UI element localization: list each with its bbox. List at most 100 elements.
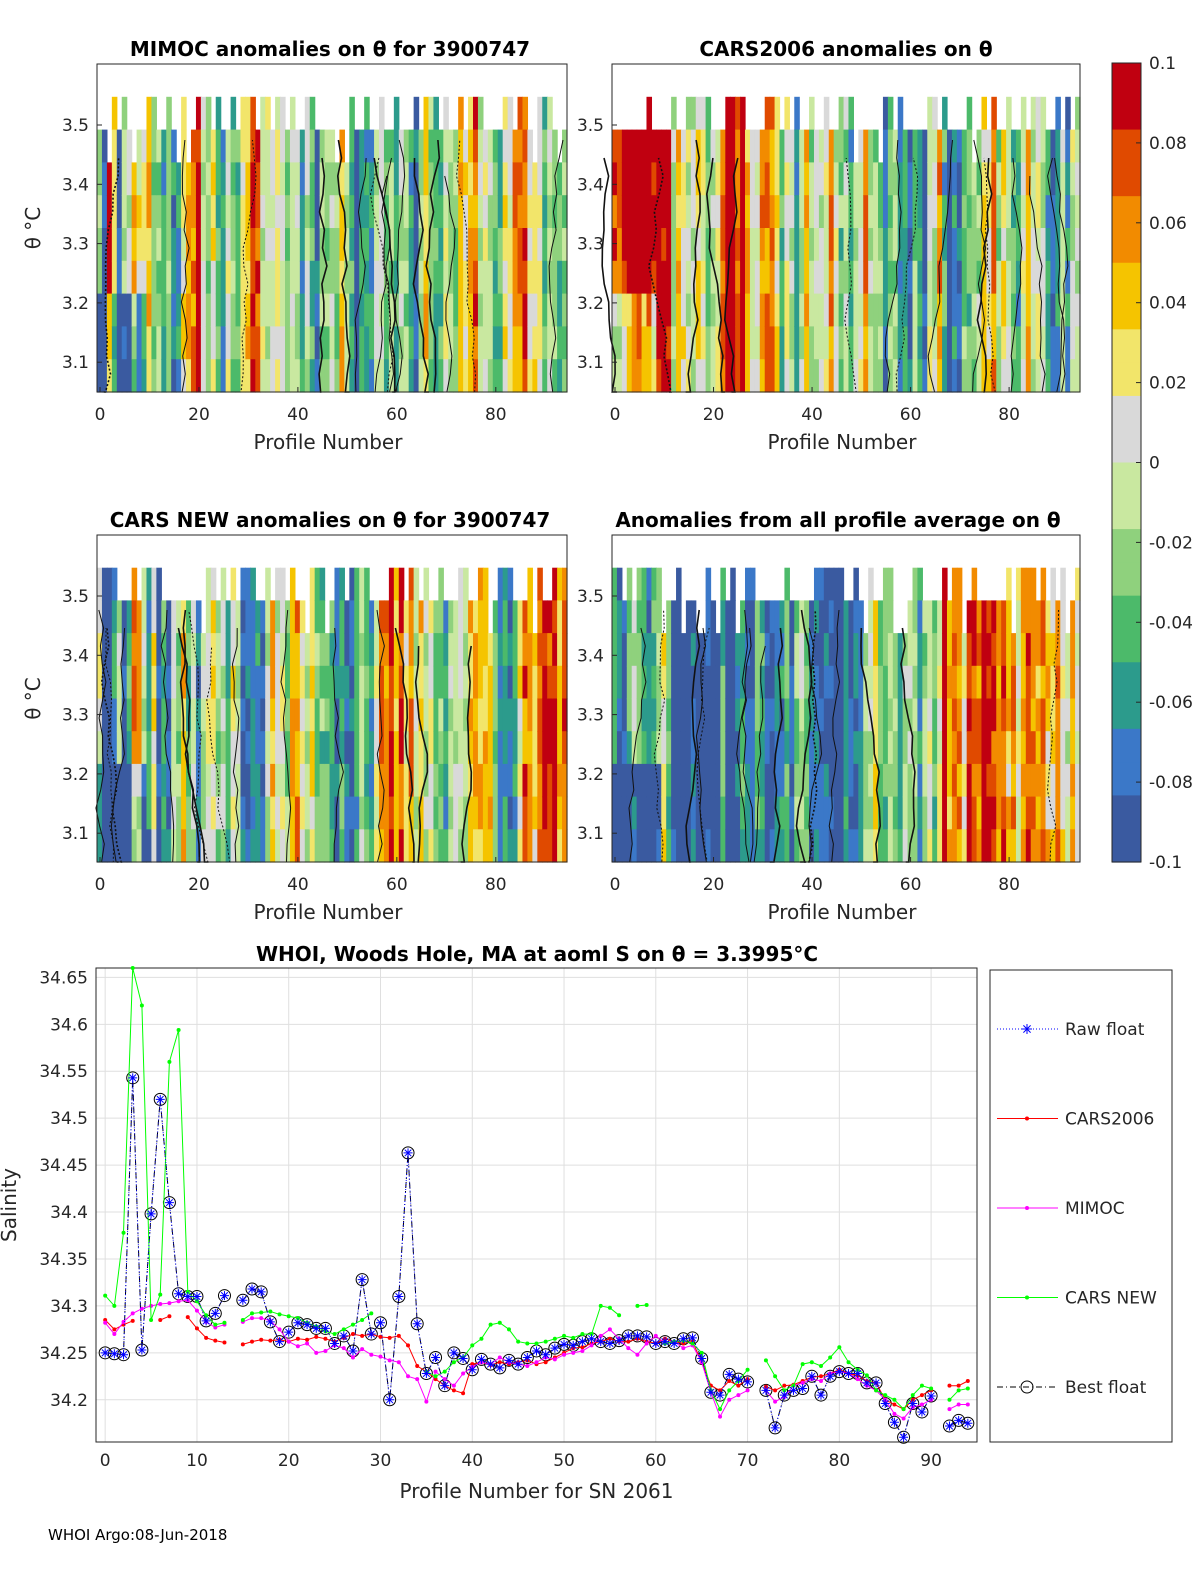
heatmap-cell (522, 359, 529, 393)
heatmap-cell (946, 260, 953, 295)
contour-line (804, 609, 818, 863)
best-float-marker (355, 1273, 369, 1287)
heatmap-cell (314, 567, 321, 601)
heatmap-cell (612, 260, 618, 295)
heatmap-cell (349, 763, 355, 798)
heatmap-cell (626, 763, 633, 798)
heatmap-cell (304, 359, 311, 393)
heatmap-cell (1030, 260, 1037, 295)
heatmap-cell (250, 260, 256, 295)
heatmap-cell (225, 129, 232, 163)
heatmap-cell (1055, 129, 1061, 163)
heatmap-cell (996, 731, 1002, 765)
heatmap-cell (818, 228, 825, 262)
heatmap-cell (166, 326, 172, 360)
heatmap-cell (892, 195, 899, 229)
raw-float-marker (275, 1337, 285, 1347)
heatmap-cell (433, 763, 439, 798)
colorbar-segment (1112, 695, 1141, 730)
series-point (360, 1347, 365, 1352)
heatmap-cell (922, 600, 928, 634)
series-point (543, 1360, 548, 1365)
heatmap-cell (769, 326, 776, 360)
heatmap-cell (186, 162, 192, 196)
heatmap-cell (111, 293, 118, 327)
heatmap-cell (671, 162, 677, 196)
heatmap-cell (443, 698, 449, 732)
heatmap-cell (912, 665, 919, 700)
heatmap-cell (285, 359, 291, 393)
heatmap-cell (946, 829, 953, 863)
heatmap-cell (882, 829, 889, 863)
heatmap-cell (1070, 665, 1076, 700)
series-point (121, 1319, 126, 1324)
y-tick-label: 3.4 (577, 646, 604, 666)
heatmap-cell (1001, 731, 1007, 765)
heatmap-cell (393, 228, 400, 262)
heatmap-cell (991, 731, 997, 765)
heatmap-cell (195, 293, 202, 327)
heatmap-cell (235, 796, 242, 830)
heatmap-cell (106, 796, 113, 830)
x-tick-label: 40 (461, 1451, 483, 1471)
heatmap-cell (270, 633, 276, 667)
contour-line (381, 157, 395, 393)
best-float-marker (484, 1357, 498, 1371)
heatmap-cell (794, 96, 800, 131)
series-point (571, 1350, 576, 1355)
heatmap-cell (843, 293, 850, 327)
series-point (598, 1333, 603, 1338)
heatmap-cell (636, 698, 643, 732)
heatmap-cell (334, 829, 341, 863)
heatmap-cell (882, 260, 889, 295)
heatmap-cell (996, 162, 1002, 196)
heatmap-cell (1070, 129, 1076, 163)
heatmap-cell (512, 162, 519, 196)
heatmap-cell (1006, 698, 1012, 732)
heatmap-cell (912, 359, 919, 393)
heatmap-cell (1065, 633, 1071, 667)
heatmap-cell (735, 698, 741, 732)
heatmap-cell (176, 665, 182, 700)
heatmap-cell (666, 600, 672, 634)
heatmap-cell (329, 763, 336, 798)
heatmap-cell (764, 796, 771, 830)
heatmap-cell (759, 129, 766, 163)
heatmap-cell (171, 633, 177, 667)
heatmap-cell (922, 633, 928, 667)
heatmap-cell (858, 359, 864, 393)
heatmap-cell (423, 698, 430, 732)
heatmap-cell (833, 260, 840, 295)
heatmap-cell (126, 359, 133, 393)
heatmap-cell (97, 260, 103, 295)
heatmap-cell (735, 633, 741, 667)
heatmap-cell (552, 567, 558, 601)
x-tick-label: 60 (900, 875, 922, 895)
heatmap-cell (428, 698, 435, 732)
heatmap-cell (141, 600, 148, 634)
heatmap-cell (626, 567, 633, 601)
heatmap-cell (922, 731, 928, 765)
series-point (828, 1355, 833, 1360)
heatmap-cell (205, 796, 212, 830)
heatmap-cell (176, 228, 182, 262)
heatmap-cell (225, 293, 232, 327)
heatmap-cell (1015, 829, 1022, 863)
heatmap-cell (612, 293, 618, 327)
series-point (516, 1339, 521, 1344)
heatmap-cell (720, 796, 726, 830)
heatmap-cell (1075, 260, 1081, 295)
heatmap-cell (991, 195, 997, 229)
heatmap-cell (804, 359, 810, 393)
heatmap-cell (111, 829, 118, 863)
heatmap-cell (636, 129, 643, 163)
colorbar: 0.10.080.060.040.020-0.02-0.04-0.06-0.08… (1111, 54, 1193, 873)
series-point (800, 1380, 805, 1385)
heatmap-cell (473, 763, 479, 798)
panel-frame (611, 63, 1081, 393)
heatmap-cell (230, 129, 237, 163)
heatmap-cell (1045, 129, 1052, 163)
series-point (360, 1333, 365, 1338)
heatmap-cell (705, 829, 712, 863)
heatmap-cell (661, 633, 667, 667)
